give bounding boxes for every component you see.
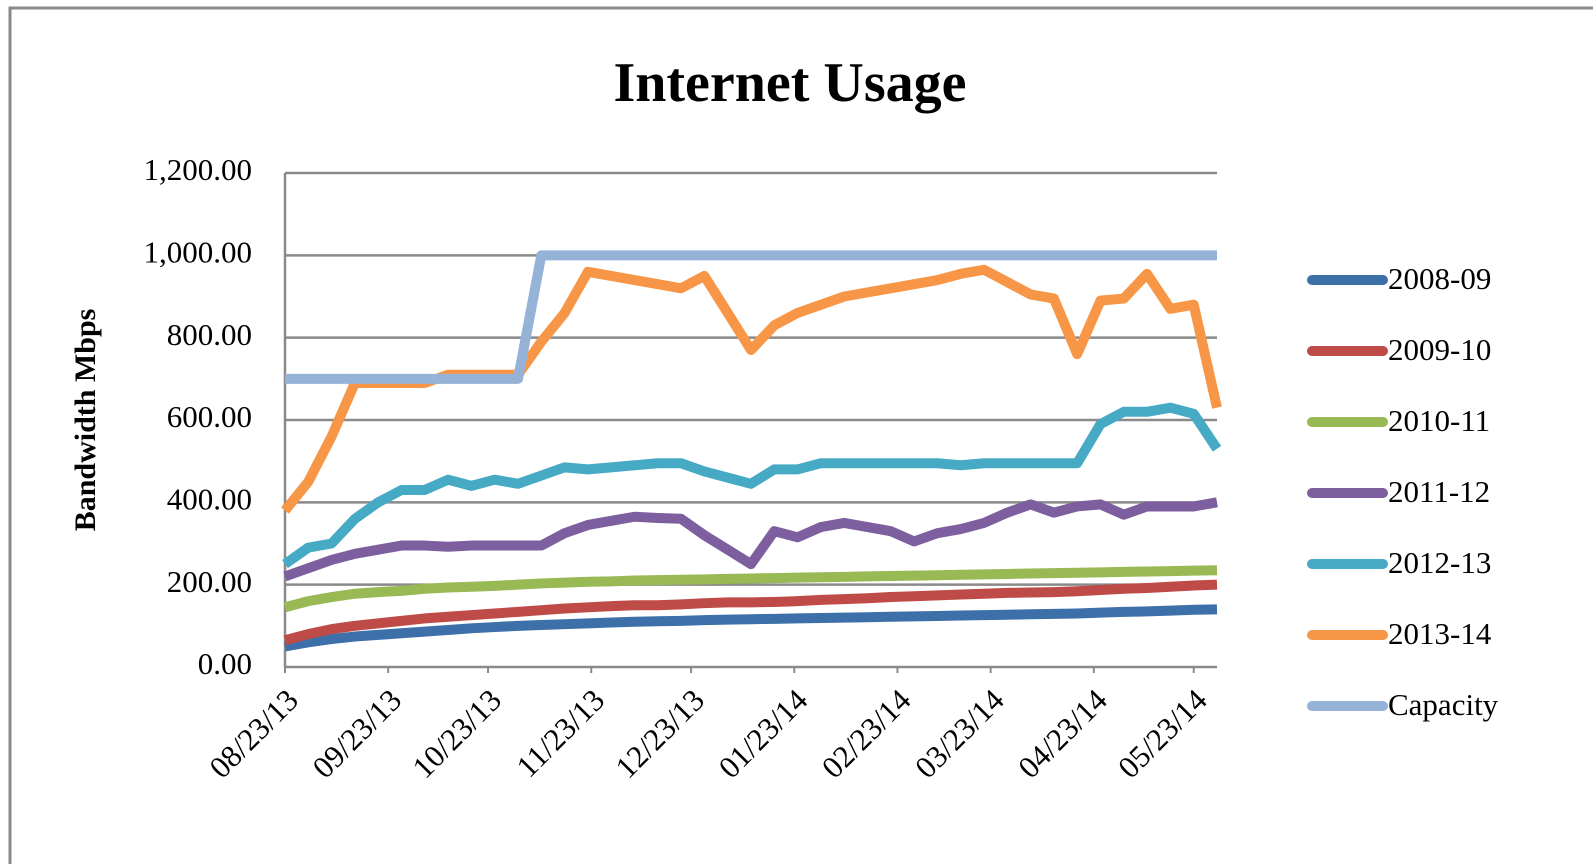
y-tick-label: 200.00 (167, 564, 252, 599)
y-tick-label: 600.00 (167, 399, 252, 434)
legend-label: Capacity (1388, 687, 1499, 722)
legend-label: 2011-12 (1388, 474, 1490, 509)
series-line (284, 604, 1218, 652)
y-tick-label: 0.00 (198, 646, 252, 681)
series-line (285, 250, 1217, 384)
y-axis-title: Bandwidth Mbps (69, 309, 102, 532)
series-line (283, 497, 1218, 582)
series-line (283, 579, 1218, 646)
chart-frame (8, 6, 1593, 864)
legend-label: 2013-14 (1388, 616, 1492, 651)
y-tick-label: 400.00 (167, 481, 252, 516)
series-line (283, 565, 1218, 613)
legend-label: 2010-11 (1388, 403, 1490, 438)
series-line (282, 402, 1222, 569)
y-tick-label: 1,000.00 (144, 234, 253, 269)
legend-label: 2012-13 (1388, 545, 1491, 580)
legend-label: 2008-09 (1388, 261, 1491, 296)
y-tick-label: 800.00 (167, 317, 252, 352)
y-tick-label: 1,200.00 (144, 152, 253, 187)
legend-label: 2009-10 (1388, 332, 1491, 367)
chart-title: Internet Usage (613, 52, 966, 114)
